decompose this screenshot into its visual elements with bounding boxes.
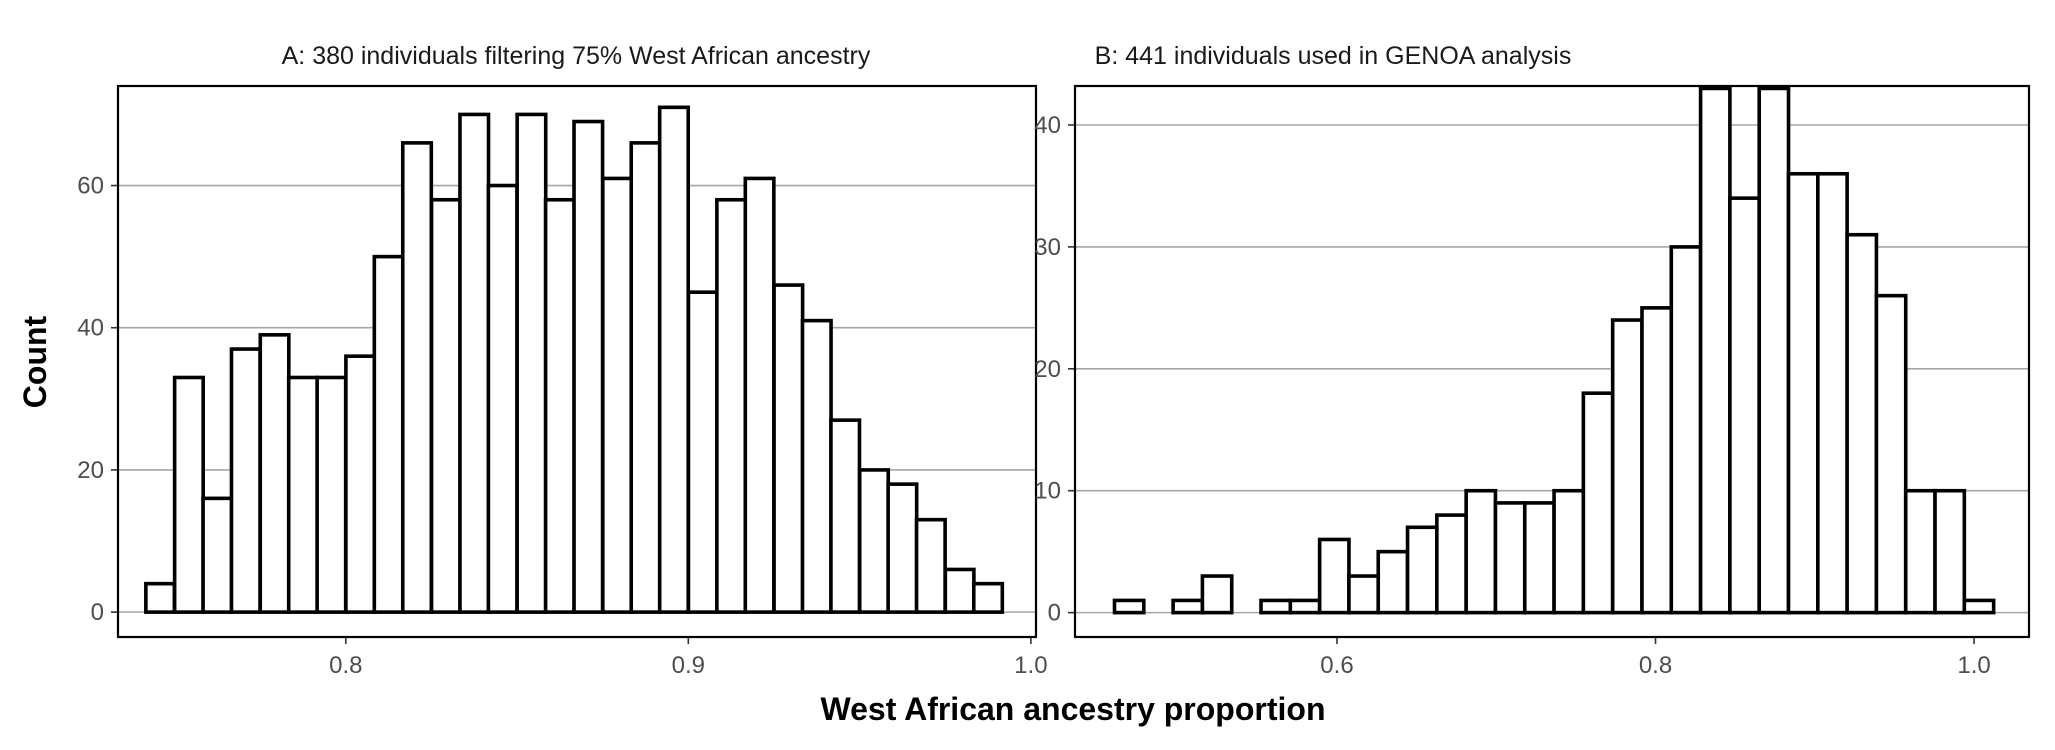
panel-b-histogram-bar [1464,488,1498,615]
panel-b-y-tick-label: 40 [1034,112,1061,139]
panel-a-y-tick-label: 40 [77,315,104,342]
panel-b-y-tick-label: 30 [1034,234,1061,261]
panel-a-y-tick-label: 60 [77,173,104,200]
panel-a-histogram-bar [971,581,1005,614]
panel-b-histogram-bar [1581,391,1615,615]
panel-a-histogram-bar [144,581,177,614]
panel-b-histogram-bar [1845,232,1879,615]
panel-b-histogram-bar [1317,537,1351,615]
panel-a-histogram-bar [886,482,919,614]
panel-b-histogram-bar [1171,598,1205,615]
panel-b-histogram-bar [1962,598,1996,615]
panel-b-histogram-bar [1112,598,1146,615]
panel-b-histogram-bar [1376,549,1410,615]
panel-a-histogram-bar [829,418,862,614]
panel-b-x-tick-label: 0.6 [1320,652,1353,679]
x-axis-title: West African ancestry proportion [821,691,1326,727]
panel-b-histogram-bar [1786,171,1820,615]
panel-a-histogram-bar [572,119,605,614]
panel-a-histogram-bar [515,112,548,614]
panel-a-histogram-bar [601,176,634,614]
panel-a-histogram-bar [657,105,691,614]
panel-b-histogram-bar [1903,488,1937,615]
panel-b-histogram-bar [1259,598,1293,615]
panel-a-histogram-bar [344,354,377,614]
panel-a-y-tick-label: 20 [77,457,104,484]
panel-a-histogram-bar [486,183,519,614]
y-axis-title: Count [17,315,53,408]
panel-b-histogram-bar [1610,318,1644,615]
panel-b-x-tick-label: 1.0 [1957,652,1990,679]
panel-b-histogram-bar [1200,574,1234,615]
panel-b-plot-frame [1073,84,2031,639]
panel-b-histogram-bar [1405,525,1439,615]
panel-a-histogram-bar [429,197,462,614]
panel-b-histogram-bar [1288,598,1322,615]
panel-b-y-tick-label: 20 [1034,356,1061,383]
panel-a-histogram-bar [629,141,662,614]
panel-b-y-tick-label: 10 [1034,478,1061,505]
panel-b-histogram-bar [1669,245,1703,615]
panel-a-histogram-bar [943,567,976,614]
panel-b-histogram-bar [1698,86,1732,615]
panel-b-y-tick-label: 0 [1048,600,1061,627]
panel-b: B: 441 individuals used in GENOA analysi… [1034,42,2031,679]
panel-a-x-tick-label: 0.8 [329,652,362,679]
panel-b-histogram-bar [1816,171,1849,615]
panel-a-histogram-bar [772,283,805,614]
panel-b-histogram-bar [1933,488,1967,615]
panel-a-histogram-bar [315,375,348,614]
panel-b-histogram-bar [1728,196,1762,615]
panel-a-histogram-bar [715,197,748,614]
panel-b-histogram-bar [1435,513,1468,615]
panel-a-histogram-bar [800,318,833,614]
panel-a-histogram-bar [743,176,776,614]
panel-b-histogram-bar [1493,501,1527,615]
panel-a-histogram-bar [543,197,576,614]
panel-a-histogram-bar [400,141,434,614]
panel-a-histogram-bar [258,333,291,614]
panel-b-title: B: 441 individuals used in GENOA analysi… [1095,42,1572,70]
panel-a-histogram-bar [914,517,947,614]
panel-b-histogram-bar [1552,488,1586,615]
panel-a-histogram-bar [857,468,891,614]
panel-a-x-tick-label: 0.9 [672,652,705,679]
panel-b-histogram-bar [1522,501,1556,615]
panel-a-histogram-bar [229,347,262,614]
panel-b-histogram-bar [1874,293,1908,615]
panel-a-histogram-bar [172,375,205,614]
panel-a-histogram-bar [372,254,405,614]
panel-b-histogram-bar [1640,306,1674,615]
panel-b-histogram-bar [1347,574,1381,615]
panel-a-histogram-bar [286,375,320,614]
panel-a: A: 380 individuals filtering 75% West Af… [77,42,1047,679]
panel-a-plot-frame [116,84,1038,639]
panel-a-histogram-bar [201,496,234,614]
panel-a-x-tick-label: 1.0 [1014,652,1047,679]
panel-a-histogram-bar [458,112,491,614]
panel-b-histogram-bar [1757,86,1791,615]
panel-a-title: A: 380 individuals filtering 75% West Af… [282,42,871,70]
panel-a-histogram-bar [686,290,719,614]
panel-b-x-tick-label: 0.8 [1639,652,1672,679]
panel-a-y-tick-label: 0 [91,599,104,626]
